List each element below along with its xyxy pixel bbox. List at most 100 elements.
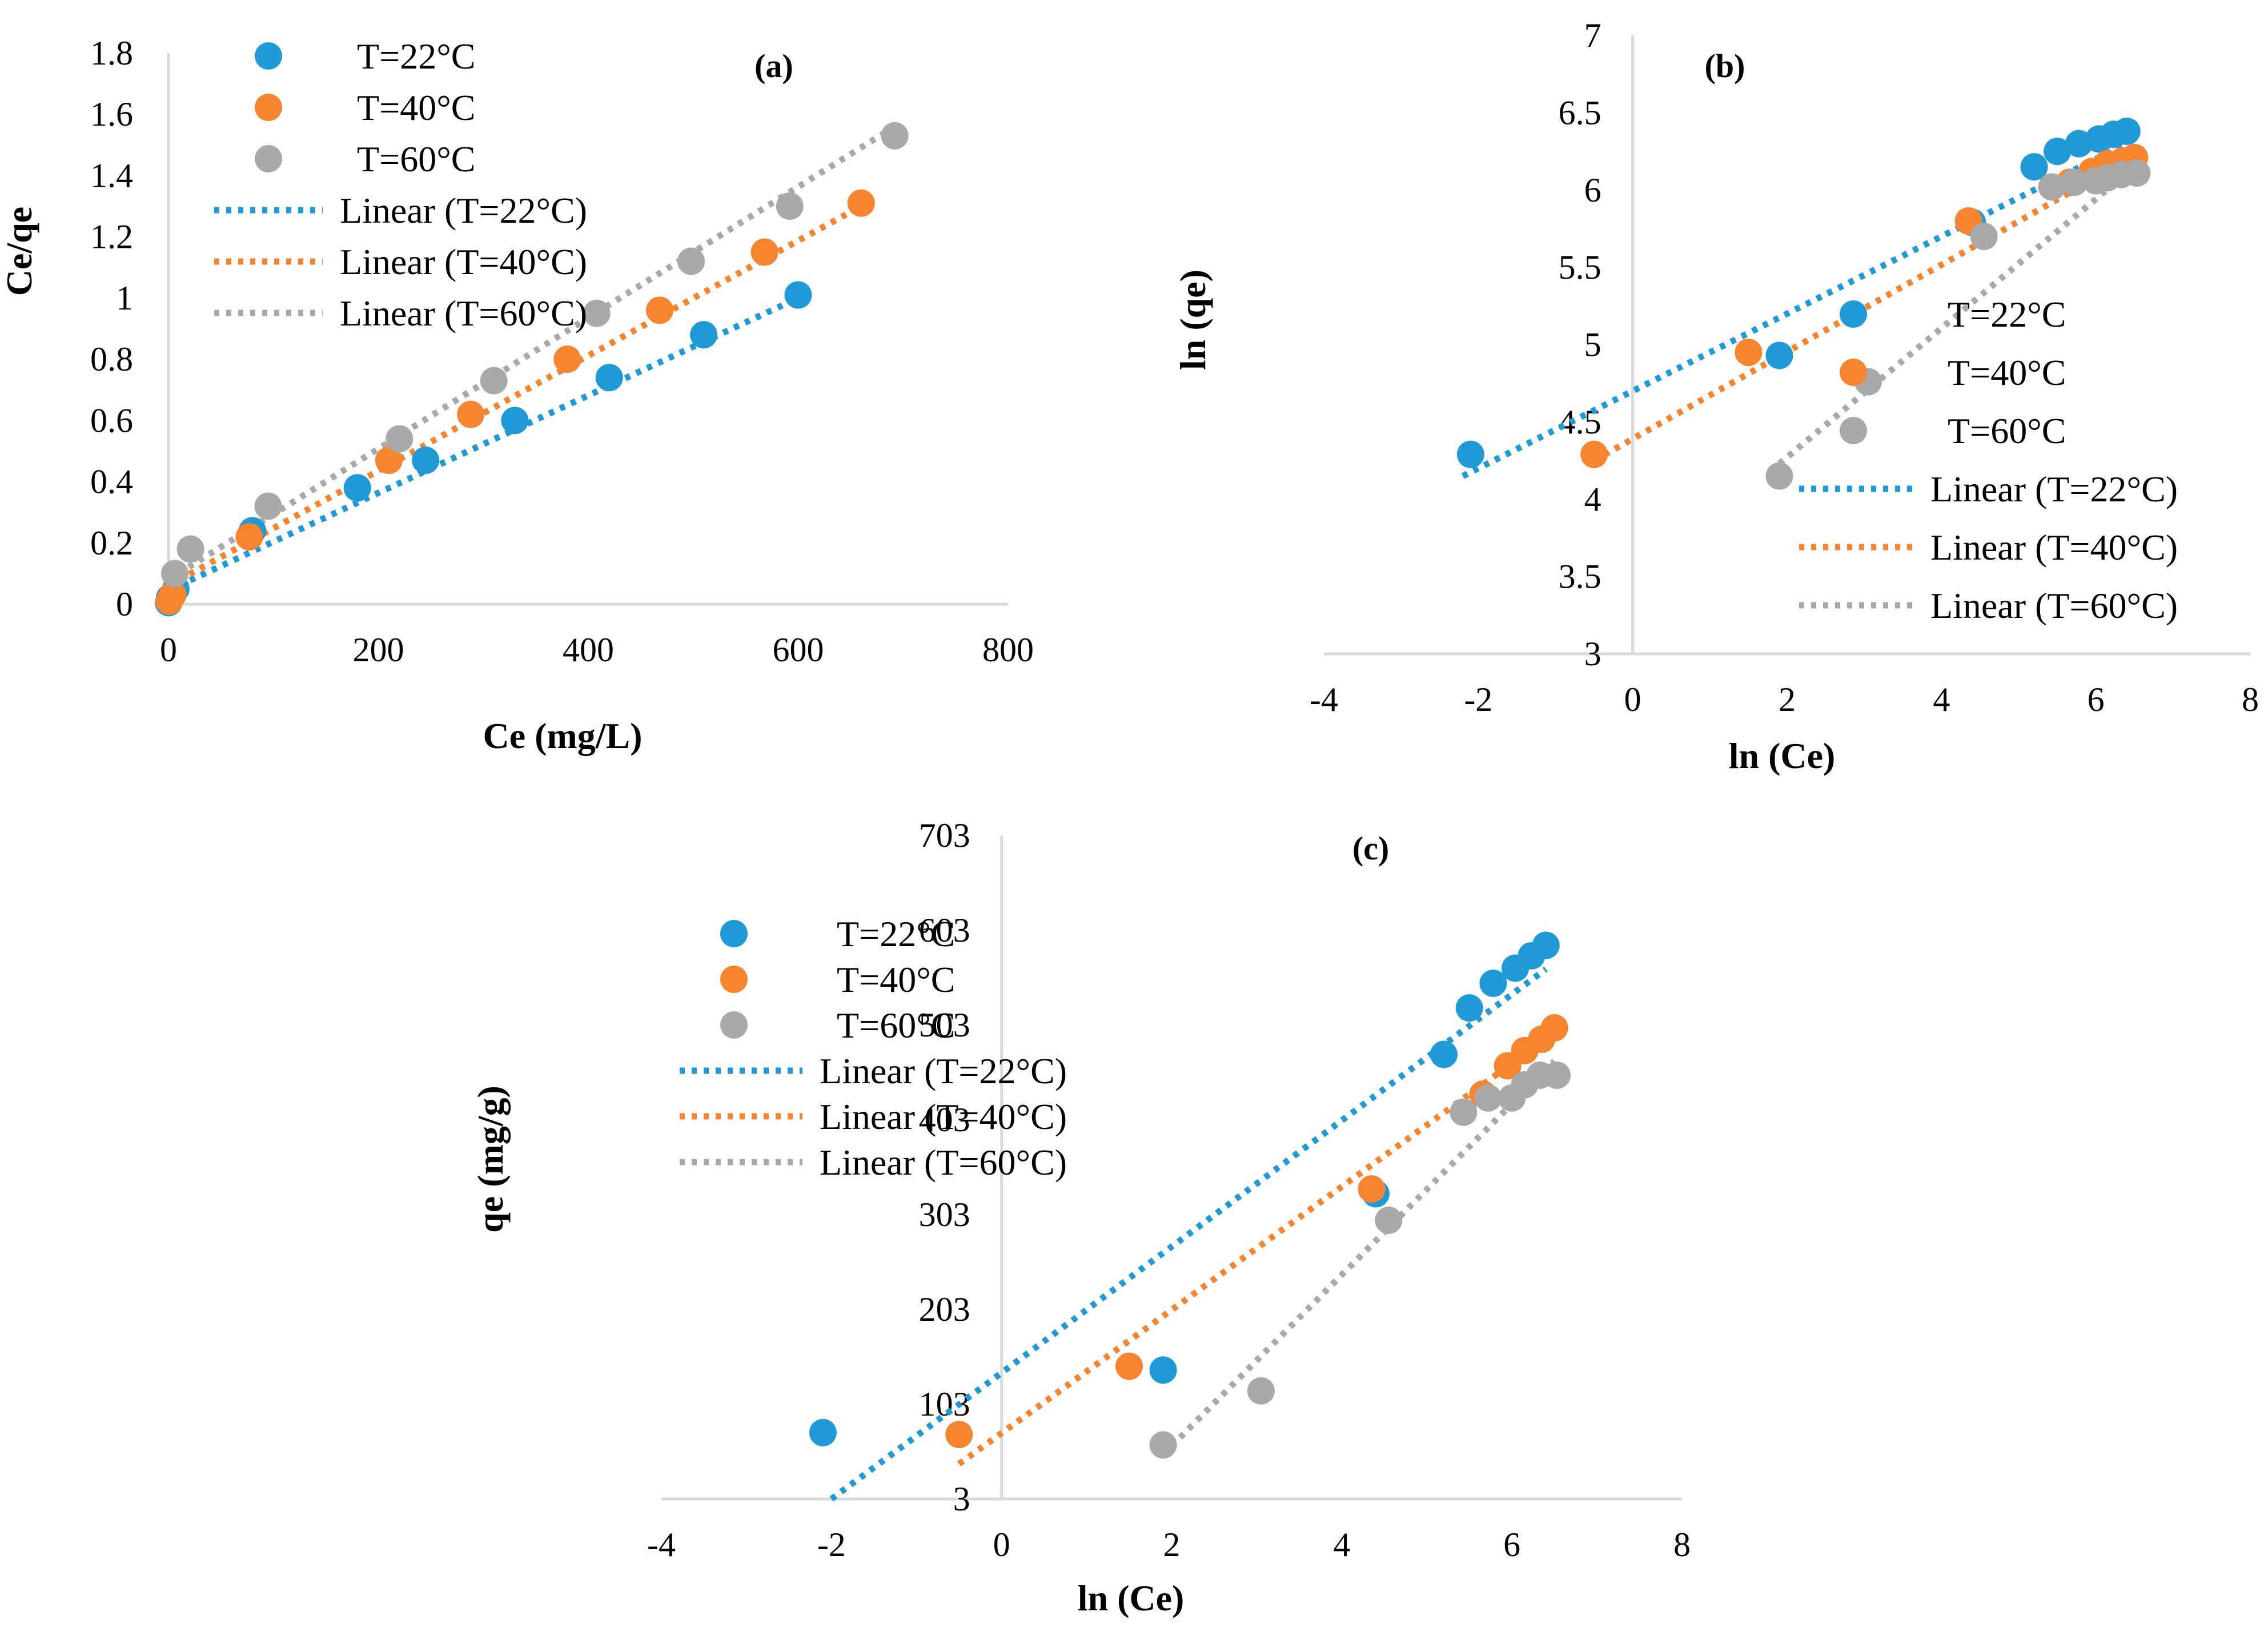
y-tick-label: 5 — [1584, 326, 1601, 364]
legend-label: Linear (T=60°C) — [1930, 585, 2178, 626]
data-point-t60 — [176, 535, 204, 563]
fit-line-t22 — [1461, 140, 2129, 479]
legend-label: Linear (T=22°C) — [820, 1051, 1067, 1091]
x-tick-label: 6 — [1503, 1526, 1520, 1563]
y-tick-label: 0.8 — [90, 340, 133, 378]
data-point-t60 — [881, 122, 909, 150]
data-point-t40 — [645, 296, 673, 324]
data-point-t60 — [1474, 1084, 1502, 1112]
y-tick-label: 1.4 — [90, 156, 133, 194]
data-point-t22 — [690, 321, 718, 349]
fit-line-t40 — [1592, 153, 2136, 464]
chart-b: -4 -2 0 2 4 6 833.544.555.566.57(b)ln (Ce)ln (… — [1173, 17, 2259, 776]
x-axis-title: Ce (mg/L) — [483, 716, 642, 756]
data-point-t60 — [1375, 1206, 1403, 1234]
data-point-t40 — [945, 1421, 973, 1449]
data-point-t22 — [1149, 1356, 1177, 1384]
legend-label: T=22°C — [837, 914, 955, 954]
legend-marker-t22 — [255, 42, 282, 70]
data-point-t40 — [235, 523, 263, 551]
y-tick-label: 203 — [919, 1291, 970, 1328]
legend-marker-t40 — [720, 966, 748, 993]
legend: T=22°C T=40°C T=60°C Linear (T=22°C) Linear … — [214, 36, 587, 333]
x-tick-label: 8 — [2242, 681, 2259, 718]
data-point-t60 — [1149, 1431, 1177, 1459]
panel-title: (c) — [1352, 830, 1389, 867]
data-point-t60 — [480, 367, 508, 395]
data-point-t40 — [847, 189, 875, 217]
legend-label: Linear (T=40°C) — [1930, 527, 2178, 568]
data-point-t60 — [1970, 222, 1998, 250]
legend: T=22°C T=40°C T=60°C Linear (T=22°C) Linear … — [680, 914, 1067, 1183]
legend-label: T=60°C — [837, 1005, 955, 1046]
legend-marker-t40 — [1840, 359, 1867, 386]
data-point-t22 — [1532, 931, 1560, 959]
data-point-t22 — [2113, 117, 2141, 145]
data-point-t40 — [375, 447, 403, 475]
legend-label: Linear (T=40°C) — [340, 242, 587, 282]
data-point-t60 — [1543, 1061, 1571, 1089]
x-tick-label: -2 — [1464, 681, 1492, 718]
x-axis-title: ln (Ce) — [1078, 1578, 1185, 1618]
data-point-t40 — [1358, 1175, 1386, 1203]
data-point-t22 — [809, 1418, 837, 1446]
x-tick-label: -4 — [647, 1526, 676, 1563]
y-tick-label: 3 — [1584, 635, 1601, 673]
data-point-t60 — [1450, 1098, 1478, 1126]
data-point-t22 — [2020, 153, 2048, 181]
y-tick-label: 403 — [919, 1101, 970, 1139]
data-point-t22 — [1430, 1040, 1458, 1068]
y-tick-label: 0.2 — [90, 524, 133, 562]
legend-label: T=22°C — [357, 36, 475, 77]
legend-marker-t22 — [720, 920, 748, 947]
data-point-t60 — [161, 560, 189, 588]
x-axis-title: ln (Ce) — [1729, 735, 1836, 776]
data-point-t60 — [776, 192, 804, 220]
y-tick-label: 1.2 — [90, 218, 133, 256]
y-tick-label: 103 — [919, 1385, 970, 1423]
panel-title: (a) — [754, 47, 793, 85]
legend-marker-t60 — [255, 145, 282, 172]
x-tick-label: -4 — [1310, 681, 1338, 718]
x-tick-label: 8 — [1673, 1526, 1691, 1563]
y-tick-label: 6.5 — [1559, 94, 1601, 131]
legend-label: Linear (T=60°C) — [820, 1142, 1067, 1183]
x-tick-label: 4 — [1333, 1526, 1350, 1563]
chart-c: -4 -2 0 2 4 6 8 3 103 203 303 403 503 603 703 (c) ln (Ce… — [470, 817, 1691, 1618]
fit-line-t60 — [1777, 164, 2137, 467]
data-point-t40 — [1580, 440, 1608, 468]
data-point-t60 — [2038, 173, 2066, 201]
data-point-t40 — [1115, 1352, 1143, 1380]
y-tick-label: 0.6 — [90, 401, 133, 439]
data-point-t22 — [1455, 994, 1483, 1022]
y-tick-label: 0 — [116, 585, 133, 623]
y-tick-label: 4 — [1584, 480, 1601, 518]
fit-line-t22 — [167, 295, 800, 593]
data-point-t22 — [784, 281, 812, 309]
y-tick-label: 3.5 — [1559, 558, 1601, 596]
data-point-t60 — [254, 492, 282, 520]
data-point-t22 — [343, 474, 371, 502]
y-tick-label: 3 — [953, 1480, 970, 1518]
fit-line-t22 — [829, 966, 1548, 1502]
data-point-t22 — [595, 364, 623, 392]
y-tick-label: 703 — [919, 817, 970, 854]
legend: T=22°C T=40°C T=60°C Linear (T=22°C) Linear … — [1799, 294, 2178, 626]
x-tick-label: 4 — [1933, 681, 1950, 718]
legend-label: Linear (T=40°C) — [820, 1096, 1067, 1137]
x-tick-label: 2 — [1779, 681, 1796, 718]
y-tick-label: 503 — [919, 1006, 970, 1044]
data-point-t22 — [1479, 969, 1507, 997]
legend-label: T=60°C — [1948, 411, 2066, 451]
legend-label: Linear (T=22°C) — [340, 190, 587, 231]
x-tick-label: 6 — [2088, 681, 2105, 718]
data-point-t60 — [1247, 1377, 1275, 1405]
y-tick-label: 6 — [1584, 171, 1601, 209]
x-tick-label: 2 — [1163, 1526, 1181, 1563]
y-tick-label: 603 — [919, 911, 970, 949]
data-point-t60 — [583, 299, 611, 327]
fit-line-t60 — [1161, 1059, 1557, 1457]
legend-label: T=40°C — [357, 87, 475, 128]
legend-marker-t40 — [255, 94, 282, 121]
